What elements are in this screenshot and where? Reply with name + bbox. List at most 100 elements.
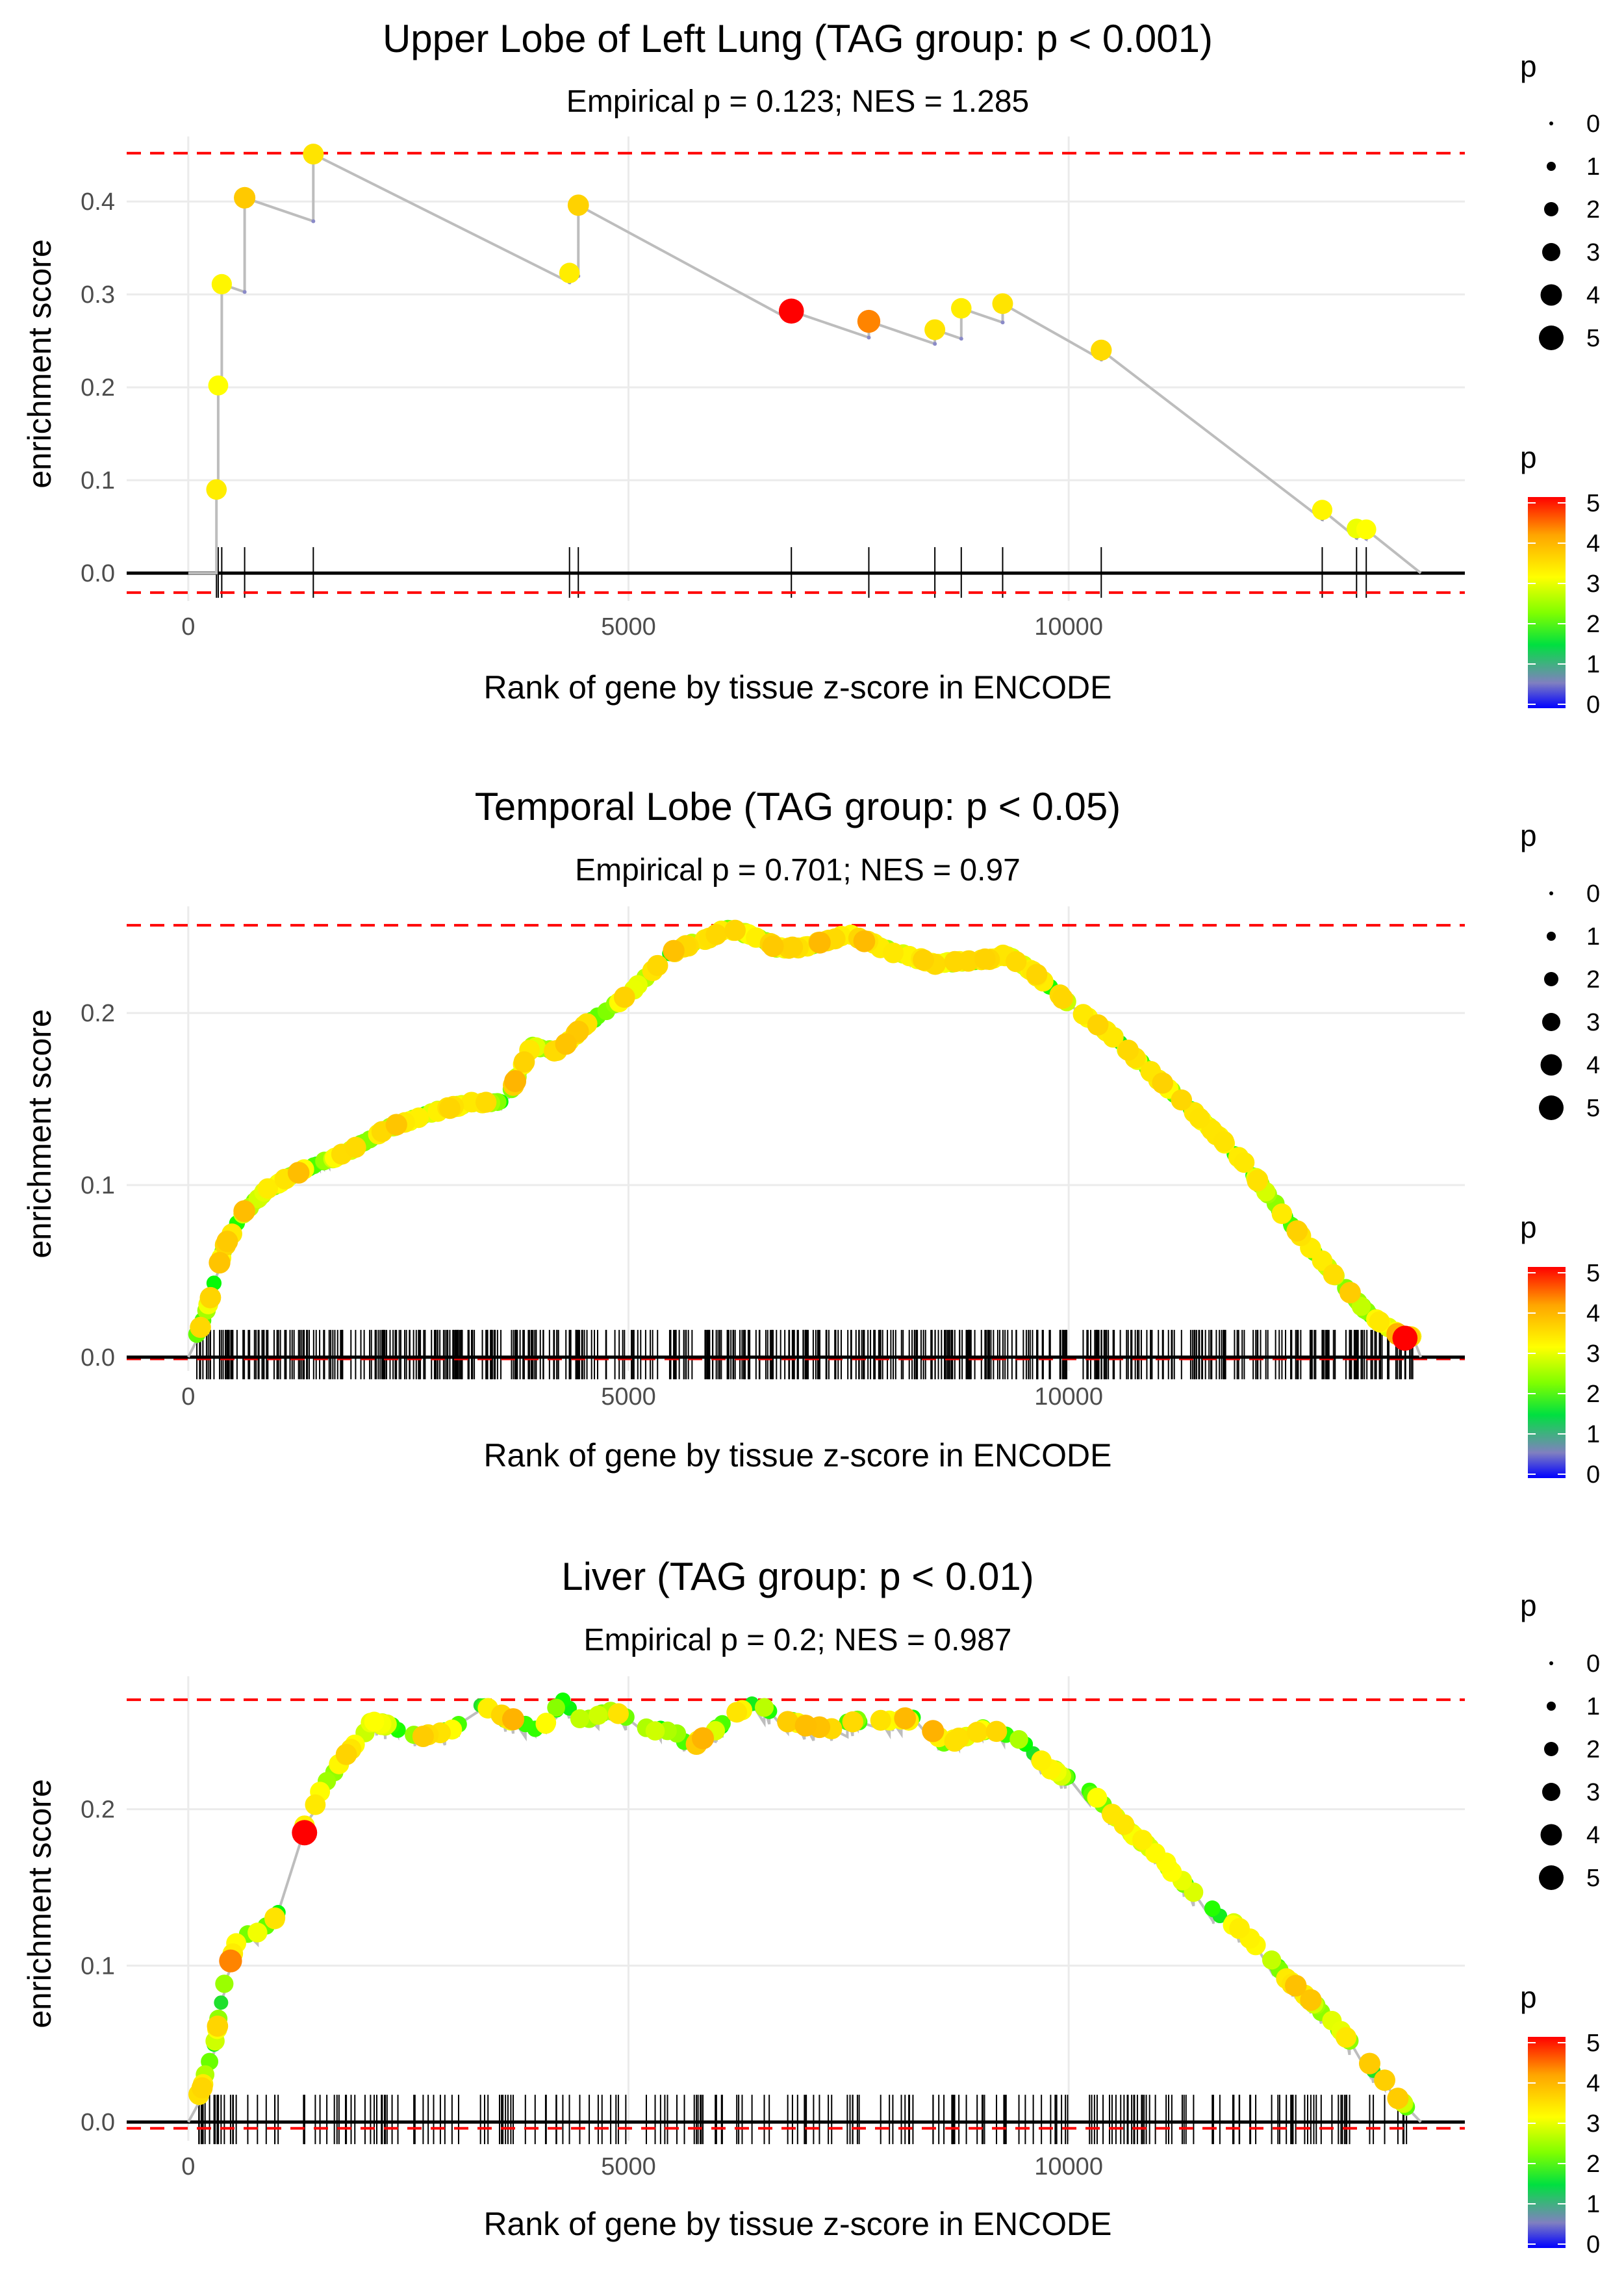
hit-point	[1101, 1804, 1123, 1825]
hit-point	[794, 1715, 817, 1737]
hit-point	[1145, 1843, 1166, 1863]
y-tick-label: 0.3	[81, 281, 115, 309]
size-legend-dot	[1540, 1824, 1562, 1846]
hit-point	[894, 1707, 917, 1730]
hit-point	[692, 1727, 715, 1750]
hit-point	[1031, 1750, 1052, 1771]
hit-point	[705, 924, 727, 945]
x-tick-label: 5000	[601, 2153, 656, 2180]
hit-point	[504, 1070, 527, 1092]
hit-point	[219, 1949, 242, 1973]
color-legend-label: 1	[1586, 2191, 1600, 2218]
size-legend-label: 4	[1586, 1052, 1600, 1079]
hit-point	[209, 1251, 231, 1274]
hit-point	[777, 1711, 799, 1733]
hit-point	[1026, 964, 1048, 986]
y-tick-label: 0.2	[81, 1000, 115, 1027]
hit-point	[1052, 988, 1074, 1010]
hit-point	[207, 2015, 229, 2037]
hit-point	[974, 948, 996, 970]
y-axis-label: enrichment score	[21, 1009, 58, 1258]
x-tick-label: 5000	[601, 1383, 656, 1411]
hit-point	[257, 1178, 279, 1199]
hit-point	[1152, 1072, 1174, 1094]
color-legend-label: 5	[1586, 490, 1600, 517]
hit-point	[762, 935, 784, 957]
size-legend-label: 5	[1586, 1095, 1600, 1122]
es-point	[933, 342, 937, 346]
hit-point	[335, 1744, 357, 1765]
size-legend-label: 2	[1586, 1736, 1600, 1763]
hit-point	[924, 319, 946, 340]
color-legend-label: 3	[1586, 2110, 1600, 2138]
hit-point	[967, 1721, 988, 1743]
hit-point	[646, 954, 668, 977]
hit-point	[264, 1907, 286, 1928]
es-point	[242, 290, 247, 294]
x-tick-label: 10000	[1034, 613, 1103, 641]
hit-point	[345, 1136, 366, 1158]
hit-point	[1351, 1297, 1371, 1316]
hit-point	[724, 919, 746, 941]
hit-point	[1189, 1108, 1210, 1129]
hit-point	[778, 298, 804, 324]
size-legend-label: 1	[1586, 923, 1600, 951]
panel-2: Temporal Lobe (TAG group: p < 0.05) Empi…	[21, 785, 1600, 1488]
chart-subtitle: Empirical p = 0.123; NES = 1.285	[566, 84, 1029, 119]
chart-title: Upper Lobe of Left Lung (TAG group: p < …	[383, 17, 1213, 60]
hit-point	[944, 951, 966, 973]
hit-point	[1247, 1170, 1268, 1192]
hit-point	[1356, 519, 1377, 540]
es-curve	[187, 1699, 1422, 2123]
x-tick-label: 10000	[1034, 1383, 1103, 1411]
hit-point	[1323, 1264, 1344, 1285]
hit-point	[1336, 2026, 1357, 2048]
size-legend-dot	[1549, 891, 1553, 895]
hit-point	[567, 194, 589, 216]
hit-point	[1392, 1325, 1418, 1351]
x-axis-label: Rank of gene by tissue z-score in ENCODE	[483, 2206, 1111, 2242]
size-legend-dot	[1542, 1013, 1560, 1031]
hit-point	[913, 949, 934, 971]
hit-point	[1072, 1004, 1094, 1025]
hit-point	[663, 939, 685, 962]
hit-point	[1132, 1830, 1153, 1850]
hit-point	[191, 2077, 213, 2099]
hit-point	[513, 1051, 535, 1073]
hit-point	[1387, 2088, 1409, 2110]
size-legend-dot	[1547, 932, 1556, 941]
hit-point	[206, 479, 227, 500]
size-legend-label: 1	[1586, 1693, 1600, 1720]
color-legend-label: 1	[1586, 1421, 1600, 1448]
plot-area: 0.0 0.1 0.2 0 5000 10000	[81, 1676, 1465, 2180]
size-legend-dot	[1539, 1865, 1564, 1890]
color-legend-label: 5	[1586, 1260, 1600, 1287]
hit-point	[208, 375, 229, 396]
hit-point	[199, 1286, 222, 1309]
hit-point	[1006, 951, 1027, 973]
size-legend-label: 5	[1586, 1865, 1600, 1892]
hit-point	[992, 293, 1013, 314]
hit-point	[1171, 1089, 1193, 1111]
hit-point	[1102, 1027, 1124, 1048]
hit-point	[501, 1708, 525, 1731]
panel-3: Liver (TAG group: p < 0.01) Empirical p …	[21, 1555, 1600, 2258]
hit-point	[535, 1713, 556, 1734]
x-tick-label: 0	[181, 1383, 195, 1411]
color-bar	[1528, 1267, 1566, 1478]
hit-point	[547, 1698, 565, 1717]
es-point	[311, 219, 316, 224]
hit-point	[842, 1711, 863, 1733]
chart-title: Liver (TAG group: p < 0.01)	[561, 1555, 1034, 1598]
hit-point	[1271, 1203, 1293, 1224]
hit-point	[589, 1706, 608, 1725]
chart-title: Temporal Lobe (TAG group: p < 0.05)	[475, 785, 1121, 828]
color-bar	[1528, 2037, 1566, 2248]
hit-point	[754, 1698, 774, 1717]
es-point	[1000, 320, 1005, 325]
plot-area: 0.0 0.1 0.2 0.3 0.4 0 5000 10000	[81, 136, 1465, 641]
hit-point	[412, 1725, 434, 1748]
chart-subtitle: Empirical p = 0.2; NES = 0.987	[583, 1623, 1011, 1657]
size-legend-label: 3	[1586, 1779, 1600, 1806]
